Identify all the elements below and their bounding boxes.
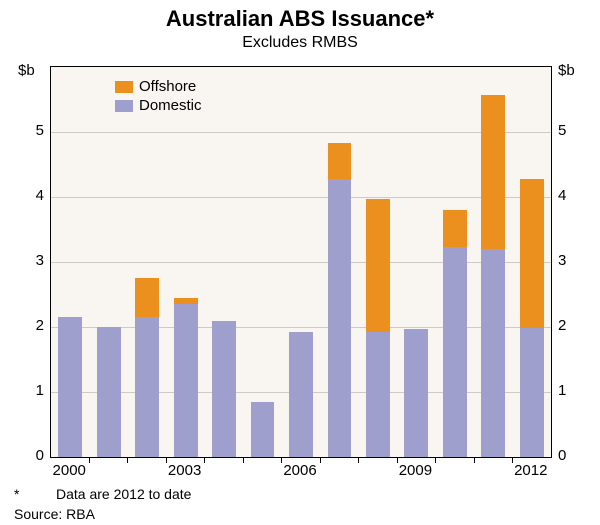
bar-offshore	[481, 95, 505, 249]
bar-2001	[97, 327, 121, 457]
y-tick-label-left: 1	[20, 382, 44, 399]
bar-domestic	[520, 328, 544, 457]
y-tick-label-right: 3	[558, 252, 566, 269]
legend-label: Offshore	[139, 78, 196, 95]
y-tick-label-left: 5	[20, 122, 44, 139]
bar-offshore	[174, 298, 198, 305]
x-tick	[127, 457, 128, 463]
legend-swatch	[115, 81, 133, 93]
bar-2006	[289, 332, 313, 457]
x-tick	[358, 457, 359, 463]
x-tick-label: 2000	[44, 462, 94, 479]
x-tick-label: 2006	[275, 462, 325, 479]
legend-label: Domestic	[139, 97, 202, 114]
plot-area	[50, 66, 552, 458]
bar-2010	[443, 210, 467, 457]
bar-2004	[212, 321, 236, 458]
y-unit-right: $b	[558, 62, 575, 79]
bar-domestic	[481, 249, 505, 457]
bar-offshore	[135, 278, 159, 317]
bar-domestic	[212, 321, 236, 458]
y-tick-label-right: 5	[558, 122, 566, 139]
y-tick-label-left: 2	[20, 317, 44, 334]
bar-domestic	[443, 247, 467, 457]
bar-offshore	[443, 210, 467, 247]
x-tick-label: 2003	[160, 462, 210, 479]
legend-item: Offshore	[115, 78, 202, 95]
bar-domestic	[289, 332, 313, 457]
footnote-2-text: RBA	[66, 506, 95, 522]
chart-title: Australian ABS Issuance*	[0, 6, 600, 32]
legend: Offshore Domestic	[115, 78, 202, 116]
y-tick-label-right: 4	[558, 187, 566, 204]
bar-domestic	[135, 317, 159, 457]
footnote-1: *Data are 2012 to date	[14, 486, 191, 502]
bar-domestic	[328, 179, 352, 457]
footnote-2: Source: RBA	[14, 506, 95, 522]
bar-domestic	[97, 327, 121, 457]
legend-item: Domestic	[115, 97, 202, 114]
y-tick-label-left: 0	[20, 447, 44, 464]
x-tick-label: 2009	[390, 462, 440, 479]
x-tick	[474, 457, 475, 463]
chart-container: Australian ABS Issuance* Excludes RMBS $…	[0, 0, 600, 525]
footnote-marker: *	[14, 486, 56, 502]
bar-domestic	[174, 304, 198, 457]
bar-domestic	[58, 317, 82, 457]
bar-2002	[135, 278, 159, 457]
bar-2005	[251, 402, 275, 457]
bar-2011	[481, 95, 505, 457]
y-tick-label-right: 1	[558, 382, 566, 399]
legend-swatch	[115, 100, 133, 112]
y-tick-label-left: 3	[20, 252, 44, 269]
bar-2008	[366, 199, 390, 457]
x-tick	[243, 457, 244, 463]
x-tick-label: 2012	[506, 462, 556, 479]
gridline	[51, 327, 551, 328]
gridline	[51, 197, 551, 198]
y-tick-label-right: 0	[558, 447, 566, 464]
y-unit-left: $b	[18, 62, 35, 79]
bar-2007	[328, 143, 352, 457]
gridline	[51, 132, 551, 133]
y-tick-label-right: 2	[558, 317, 566, 334]
gridline	[51, 262, 551, 263]
bar-domestic	[251, 402, 275, 457]
bar-2012	[520, 179, 544, 457]
bar-domestic	[404, 329, 428, 457]
footnote-2-label: Source:	[14, 506, 62, 522]
y-tick-label-left: 4	[20, 187, 44, 204]
bar-2000	[58, 317, 82, 457]
bar-offshore	[366, 199, 390, 332]
bar-domestic	[366, 332, 390, 457]
footnote-1-text: Data are 2012 to date	[56, 486, 191, 502]
chart-subtitle: Excludes RMBS	[0, 34, 600, 52]
bar-offshore	[520, 179, 544, 329]
bar-2009	[404, 329, 428, 457]
bar-offshore	[328, 143, 352, 179]
bar-2003	[174, 298, 198, 457]
